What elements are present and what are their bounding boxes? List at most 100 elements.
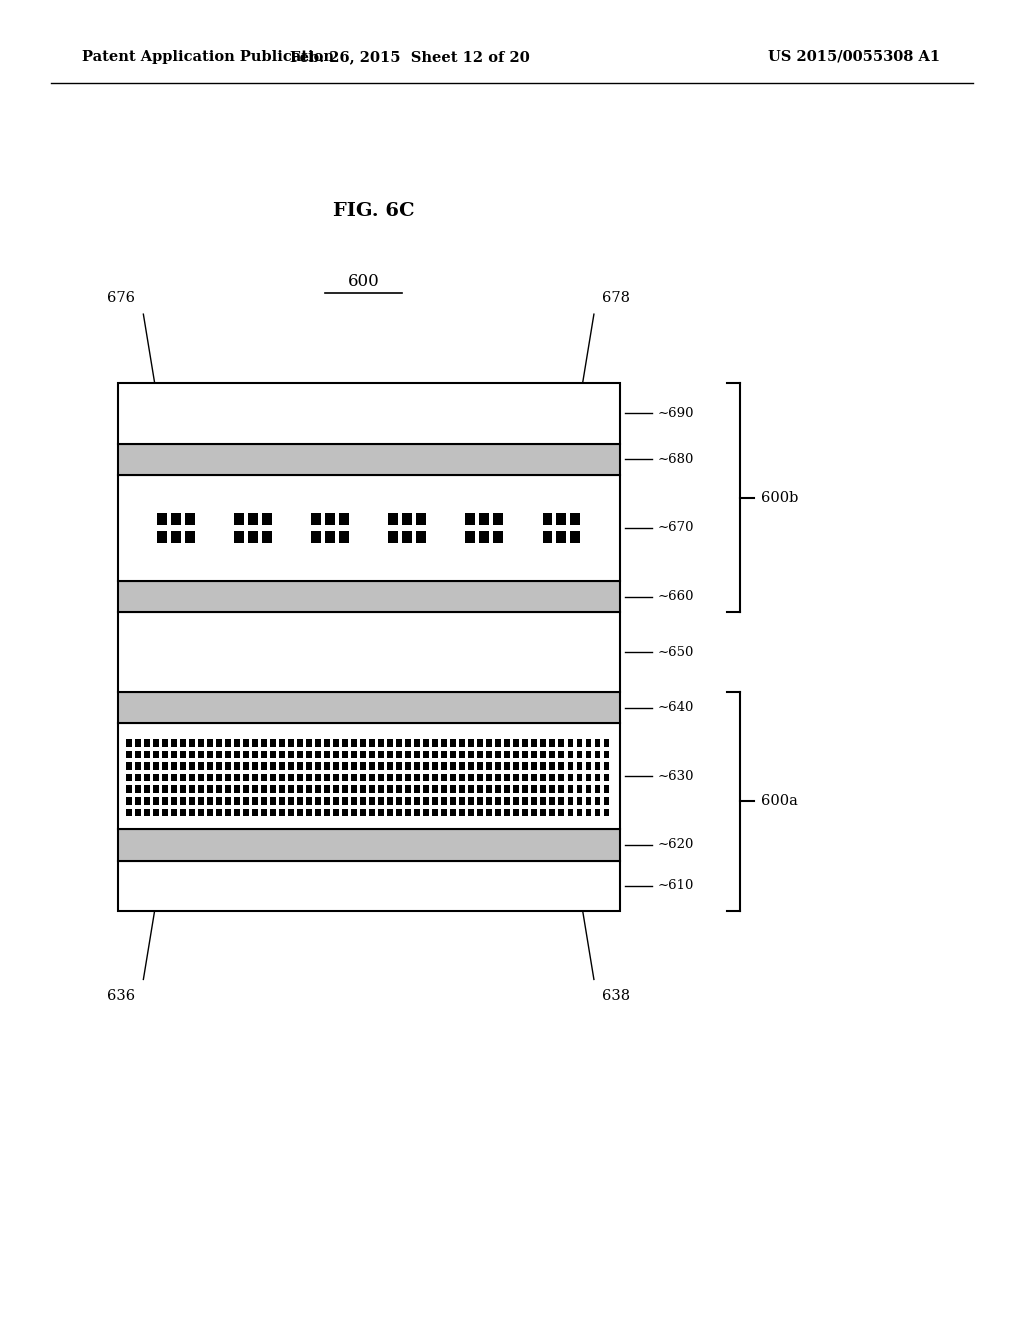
Bar — [243, 762, 249, 770]
Bar — [486, 785, 493, 793]
Bar — [297, 797, 303, 805]
Bar — [261, 774, 267, 781]
Bar — [468, 809, 474, 816]
Bar — [513, 751, 519, 758]
Bar — [423, 739, 429, 747]
Bar — [333, 785, 339, 793]
Bar — [144, 797, 150, 805]
Bar — [406, 774, 412, 781]
Bar — [171, 785, 177, 793]
Text: 600: 600 — [347, 273, 380, 290]
Bar — [558, 809, 564, 816]
Bar — [396, 762, 402, 770]
Bar — [432, 739, 438, 747]
Bar — [416, 531, 426, 543]
Bar — [423, 785, 429, 793]
Bar — [595, 739, 600, 747]
Bar — [198, 809, 204, 816]
Bar — [261, 809, 267, 816]
Bar — [118, 383, 620, 444]
Bar — [468, 762, 474, 770]
Bar — [162, 809, 168, 816]
Bar — [270, 785, 276, 793]
Bar — [477, 774, 483, 781]
Bar — [342, 762, 348, 770]
Bar — [496, 762, 502, 770]
Bar — [118, 612, 620, 692]
Bar — [288, 809, 294, 816]
Bar — [513, 809, 519, 816]
Bar — [468, 739, 474, 747]
Bar — [378, 785, 384, 793]
Bar — [531, 774, 538, 781]
Text: US 2015/0055308 A1: US 2015/0055308 A1 — [768, 50, 940, 63]
Bar — [415, 751, 420, 758]
Text: Patent Application Publication: Patent Application Publication — [82, 50, 334, 63]
Bar — [477, 739, 483, 747]
Bar — [280, 751, 285, 758]
Bar — [460, 785, 465, 793]
Bar — [550, 762, 555, 770]
Bar — [441, 785, 447, 793]
Bar — [468, 774, 474, 781]
Bar — [505, 739, 510, 747]
Bar — [297, 762, 303, 770]
Bar — [234, 797, 240, 805]
Bar — [460, 762, 465, 770]
Bar — [342, 774, 348, 781]
Bar — [126, 762, 132, 770]
Bar — [158, 512, 167, 525]
Bar — [306, 762, 312, 770]
Bar — [406, 739, 412, 747]
Bar — [396, 774, 402, 781]
Bar — [280, 797, 285, 805]
Bar — [315, 797, 322, 805]
Bar — [466, 512, 475, 525]
Bar — [180, 785, 186, 793]
Bar — [333, 739, 339, 747]
Bar — [325, 762, 330, 770]
Bar — [342, 797, 348, 805]
Bar — [126, 739, 132, 747]
Bar — [387, 797, 393, 805]
Bar — [460, 809, 465, 816]
Bar — [387, 785, 393, 793]
Bar — [360, 739, 367, 747]
Bar — [415, 785, 420, 793]
Bar — [370, 809, 375, 816]
Bar — [162, 762, 168, 770]
Text: Feb. 26, 2015  Sheet 12 of 20: Feb. 26, 2015 Sheet 12 of 20 — [290, 50, 529, 63]
Bar — [451, 739, 457, 747]
Bar — [477, 785, 483, 793]
Bar — [577, 797, 583, 805]
Bar — [315, 785, 322, 793]
Bar — [423, 762, 429, 770]
Bar — [541, 739, 547, 747]
Text: ∼620: ∼620 — [657, 838, 694, 851]
Bar — [351, 809, 357, 816]
Bar — [531, 797, 538, 805]
Text: ∼660: ∼660 — [657, 590, 694, 603]
Bar — [243, 739, 249, 747]
Bar — [243, 809, 249, 816]
Bar — [567, 774, 573, 781]
Bar — [441, 809, 447, 816]
Bar — [135, 809, 141, 816]
Bar — [216, 751, 222, 758]
Bar — [171, 774, 177, 781]
Bar — [441, 739, 447, 747]
Bar — [479, 512, 489, 525]
Bar — [505, 785, 510, 793]
Bar — [189, 762, 195, 770]
Bar — [189, 774, 195, 781]
Bar — [171, 751, 177, 758]
Bar — [378, 774, 384, 781]
Bar — [451, 751, 457, 758]
Text: FIG. 6C: FIG. 6C — [333, 202, 415, 220]
Bar — [556, 512, 566, 525]
Bar — [595, 809, 600, 816]
Bar — [432, 797, 438, 805]
Bar — [586, 774, 592, 781]
Bar — [135, 739, 141, 747]
Bar — [396, 751, 402, 758]
